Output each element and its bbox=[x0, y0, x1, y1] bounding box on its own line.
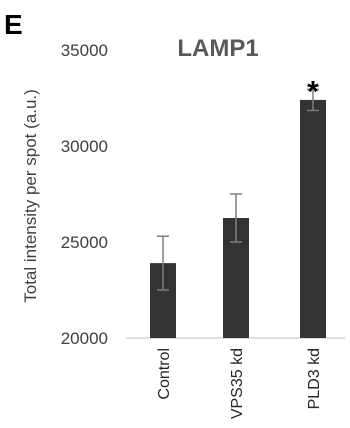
y-axis-title: Total intensity per spot (a.u.) bbox=[21, 89, 40, 303]
panel-letter: E bbox=[4, 9, 23, 40]
significance-marker: * bbox=[307, 75, 319, 108]
category-label: PLD3 kd bbox=[306, 348, 323, 409]
error-bar bbox=[307, 88, 319, 112]
y-axis: 20000 25000 30000 35000 bbox=[61, 41, 108, 348]
y-tick-label: 25000 bbox=[61, 233, 108, 252]
y-tick-label: 35000 bbox=[61, 41, 108, 60]
category-label: VPS35 kd bbox=[229, 348, 246, 419]
chart-title: LAMP1 bbox=[177, 35, 258, 62]
annotations: * bbox=[307, 75, 319, 108]
y-tick-label: 30000 bbox=[61, 137, 108, 156]
error-bar bbox=[157, 235, 169, 291]
error-bars bbox=[157, 88, 319, 291]
category-label: Control bbox=[156, 348, 173, 400]
error-bar bbox=[230, 193, 242, 243]
category-labels: Control VPS35 kd PLD3 kd bbox=[156, 348, 323, 419]
bars bbox=[150, 99, 326, 338]
y-tick-label: 20000 bbox=[61, 329, 108, 348]
bar bbox=[300, 99, 326, 338]
